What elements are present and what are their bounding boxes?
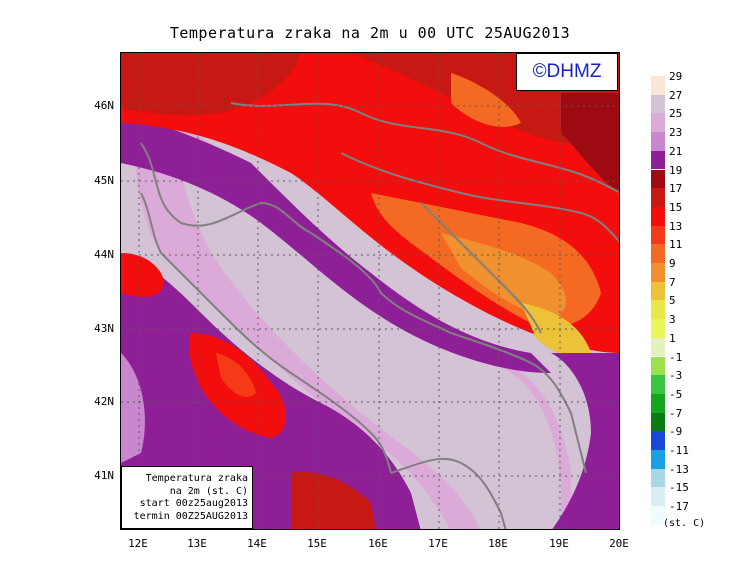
legend-swatch <box>651 263 665 282</box>
x-tick-label: 18E <box>488 537 508 550</box>
north-orange-patch <box>451 73 521 127</box>
grid-lines <box>121 53 619 529</box>
legend-label: 1 <box>669 331 676 345</box>
legend-swatch <box>651 113 665 133</box>
legend-label: 25 <box>669 107 683 121</box>
x-tick-label: 19E <box>549 537 569 550</box>
legend-swatch <box>651 206 665 226</box>
info-line-4: termin 00Z25AUG2013 <box>133 510 248 522</box>
temperature-field <box>121 53 619 529</box>
legend-swatch <box>651 132 665 151</box>
info-box: Temperatura zraka na 2m (st. C) start 00… <box>121 466 253 529</box>
north-coastline <box>140 142 312 234</box>
legend-swatch <box>651 169 665 189</box>
y-tick-label: 44N <box>94 248 114 261</box>
legend-label: 17 <box>669 182 683 196</box>
legend-swatch <box>651 450 665 469</box>
legend-label: 5 <box>669 294 676 308</box>
gargano-coastline <box>390 457 507 529</box>
y-tick-label: 43N <box>94 322 114 335</box>
legend-swatch <box>651 356 665 376</box>
legend-label: 11 <box>669 238 683 252</box>
y-tick-label: 45N <box>94 174 114 187</box>
legend-label: -15 <box>669 481 689 495</box>
legend-label: 9 <box>669 257 676 270</box>
legend-swatch <box>651 188 665 207</box>
legend-label: 27 <box>669 88 683 102</box>
x-tick-label: 15E <box>307 537 327 550</box>
southeast-coast <box>551 353 619 529</box>
istria-warm-patch <box>121 53 301 116</box>
legend-label: 19 <box>669 163 683 177</box>
x-tick-label: 16E <box>368 537 388 550</box>
legend-swatch <box>651 431 665 450</box>
legend-swatch <box>651 244 665 263</box>
legend-swatch <box>651 150 665 170</box>
legend-swatch <box>651 412 665 432</box>
italian-coastline <box>140 192 392 474</box>
legend-swatch <box>651 300 665 320</box>
legend-label: -5 <box>669 387 683 401</box>
legend-label: 21 <box>669 144 683 158</box>
legend-label: -3 <box>669 369 683 383</box>
italy-warm-core <box>216 353 256 398</box>
y-tick-label: 41N <box>94 469 114 482</box>
dalmatian-coastline <box>310 232 587 474</box>
legend-label: -13 <box>669 462 689 476</box>
legend-swatch <box>651 225 665 245</box>
legend-swatch <box>651 487 665 507</box>
legend-swatch <box>651 337 665 357</box>
legend-swatch <box>651 393 665 413</box>
info-line-2: na 2m (st. C) <box>169 485 248 497</box>
x-tick-label: 17E <box>428 537 448 550</box>
legend-label: 7 <box>669 275 676 289</box>
legend-swatch <box>651 76 665 95</box>
legend-label: 3 <box>669 313 676 327</box>
legend-label: 13 <box>669 219 683 233</box>
map-title: Temperatura zraka na 2m u 00 UTC 25AUG20… <box>169 24 571 42</box>
legend-label: -9 <box>669 425 683 439</box>
legend-label: -7 <box>669 406 683 420</box>
open-sea <box>180 143 561 529</box>
legend-label: -17 <box>669 500 689 514</box>
info-line-1: Temperatura zraka <box>145 473 248 484</box>
legend-swatch <box>651 375 665 394</box>
info-line-3: start 00z25aug2013 <box>139 498 248 509</box>
legend-swatch <box>651 506 665 525</box>
x-tick-label: 12E <box>128 537 148 550</box>
x-tick-label: 13E <box>187 537 207 550</box>
northern-border <box>230 102 619 194</box>
legend-label: 29 <box>669 70 683 83</box>
legend-label: -1 <box>669 350 683 364</box>
y-tick-label: 46N <box>94 99 114 112</box>
x-tick-label: 20E <box>609 537 629 550</box>
italy-warm-patch-1 <box>121 253 164 297</box>
legend-swatch <box>651 281 665 301</box>
temperature-map <box>120 52 620 530</box>
legend-swatch <box>651 94 665 114</box>
tyrrhenian-edge <box>121 353 145 463</box>
coastal-strip <box>121 113 551 373</box>
northeast-hot-patch <box>561 93 619 192</box>
legend-label: 15 <box>669 200 683 214</box>
legend-label: 23 <box>669 126 683 140</box>
legend-swatch <box>651 319 665 338</box>
dhmz-logo: ©DHMZ <box>516 53 618 91</box>
x-tick-label: 14E <box>247 537 267 550</box>
legend-unit: (st. C) <box>663 518 706 529</box>
y-tick-label: 42N <box>94 395 114 408</box>
legend-swatch <box>651 468 665 488</box>
italy-south-warm <box>291 472 376 529</box>
sava-border <box>340 152 619 243</box>
mountain-cold-spot <box>521 303 591 358</box>
legend-label: -11 <box>669 444 689 457</box>
